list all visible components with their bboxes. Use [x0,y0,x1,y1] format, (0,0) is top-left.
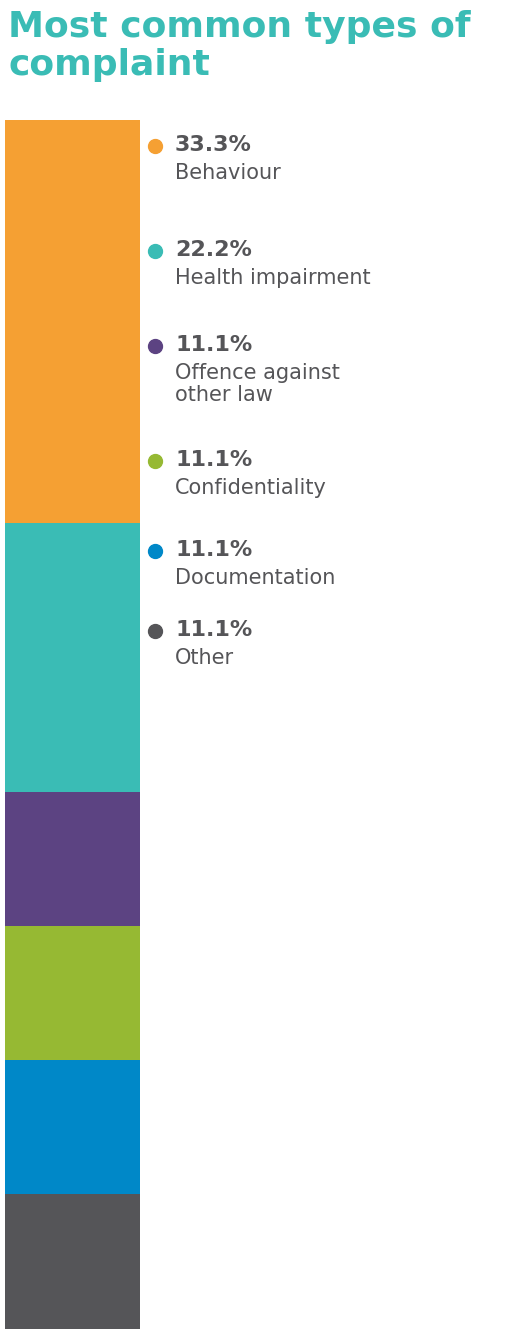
Text: 11.1%: 11.1% [175,540,252,560]
Bar [5,926,140,1060]
Text: 11.1%: 11.1% [175,620,252,640]
Text: Behaviour: Behaviour [175,164,281,184]
Text: 11.1%: 11.1% [175,335,252,355]
Text: 33.3%: 33.3% [175,136,252,156]
Bar [5,1194,140,1329]
Bar [5,1060,140,1194]
Text: Most common types of
complaint: Most common types of complaint [8,11,471,82]
Text: Health impairment: Health impairment [175,269,370,289]
Bar [5,523,140,791]
Text: 22.2%: 22.2% [175,239,252,259]
Text: Confidentiality: Confidentiality [175,477,327,497]
Text: Offence against
other law: Offence against other law [175,363,340,404]
Text: Documentation: Documentation [175,568,335,588]
Text: 11.1%: 11.1% [175,450,252,469]
Text: Other: Other [175,648,234,668]
Bar [5,791,140,926]
Bar [5,120,140,523]
